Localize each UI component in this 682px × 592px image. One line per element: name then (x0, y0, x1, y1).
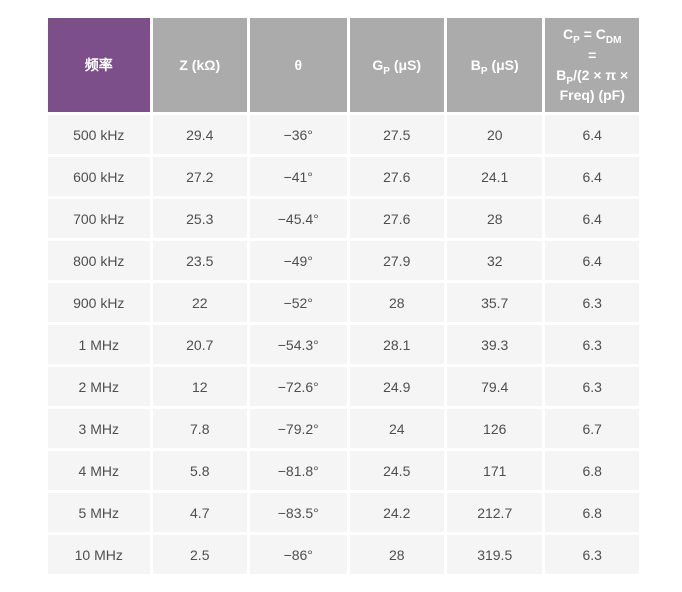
value-cell: 28 (446, 199, 543, 238)
frequency-cell: 3 MHz (48, 409, 150, 448)
header-bp-unit: (μS) (487, 56, 519, 73)
header-bp-subscript: P (480, 65, 488, 77)
value-cell: 126 (446, 409, 543, 448)
value-cell: −36° (250, 115, 347, 154)
value-cell: 5.8 (152, 451, 247, 490)
value-cell: 29.4 (152, 115, 247, 154)
value-cell: 7.8 (152, 409, 247, 448)
value-cell: 22 (152, 283, 247, 322)
frequency-cell: 800 kHz (48, 241, 150, 280)
header-gp: GP (μS) (349, 18, 444, 112)
value-cell: −81.8° (250, 451, 347, 490)
value-cell: −83.5° (250, 493, 347, 532)
header-frequency: 频率 (48, 18, 150, 112)
table-row: 1 MHz 20.7 −54.3° 28.1 39.3 6.3 (48, 325, 639, 364)
table-row: 900 kHz 22 −52° 28 35.7 6.3 (48, 283, 639, 322)
value-cell: −79.2° (250, 409, 347, 448)
header-bp-base: B (470, 56, 481, 73)
header-cp-line1: CP = CDM (563, 26, 622, 47)
table-row: 700 kHz 25.3 −45.4° 27.6 28 6.4 (48, 199, 639, 238)
value-cell: −45.4° (250, 199, 347, 238)
value-cell: 35.7 (446, 283, 543, 322)
header-bp: BP (μS) (446, 18, 543, 112)
value-cell: 79.4 (446, 367, 543, 406)
frequency-cell: 4 MHz (48, 451, 150, 490)
table-row: 3 MHz 7.8 −79.2° 24 126 6.7 (48, 409, 639, 448)
table-row: 2 MHz 12 −72.6° 24.9 79.4 6.3 (48, 367, 639, 406)
value-cell: 27.2 (152, 157, 247, 196)
value-cell: 6.4 (545, 199, 639, 238)
value-cell: 24.1 (446, 157, 543, 196)
impedance-measurement-table: 频率 Z (kΩ) θ GP (μS) BP (μS) CP = CDM = B… (45, 15, 642, 577)
value-cell: 20.7 (152, 325, 247, 364)
value-cell: 6.3 (545, 283, 639, 322)
value-cell: 28 (349, 535, 444, 574)
value-cell: 28 (349, 283, 444, 322)
value-cell: 27.6 (349, 199, 444, 238)
value-cell: 24.2 (349, 493, 444, 532)
value-cell: 25.3 (152, 199, 247, 238)
value-cell: 212.7 (446, 493, 543, 532)
table-row: 600 kHz 27.2 −41° 27.6 24.1 6.4 (48, 157, 639, 196)
value-cell: 27.9 (349, 241, 444, 280)
value-cell: 6.3 (545, 535, 639, 574)
value-cell: 6.4 (545, 157, 639, 196)
header-z: Z (kΩ) (152, 18, 247, 112)
value-cell: 24.5 (349, 451, 444, 490)
value-cell: −72.6° (250, 367, 347, 406)
value-cell: 20 (446, 115, 543, 154)
frequency-cell: 10 MHz (48, 535, 150, 574)
value-cell: 23.5 (152, 241, 247, 280)
value-cell: 6.4 (545, 115, 639, 154)
value-cell: −52° (250, 283, 347, 322)
value-cell: 6.8 (545, 493, 639, 532)
frequency-cell: 1 MHz (48, 325, 150, 364)
value-cell: −49° (250, 241, 347, 280)
table-body: 500 kHz 29.4 −36° 27.5 20 6.4 600 kHz 27.2 −41° 2… (48, 115, 639, 574)
frequency-cell: 700 kHz (48, 199, 150, 238)
value-cell: 2.5 (152, 535, 247, 574)
value-cell: 6.8 (545, 451, 639, 490)
value-cell: 6.3 (545, 325, 639, 364)
value-cell: 171 (446, 451, 543, 490)
value-cell: 27.6 (349, 157, 444, 196)
value-cell: 12 (152, 367, 247, 406)
frequency-cell: 2 MHz (48, 367, 150, 406)
value-cell: 319.5 (446, 535, 543, 574)
table-row: 10 MHz 2.5 −86° 28 319.5 6.3 (48, 535, 639, 574)
header-cp-line2: = (588, 46, 597, 63)
table-row: 4 MHz 5.8 −81.8° 24.5 171 6.8 (48, 451, 639, 490)
table-row: 500 kHz 29.4 −36° 27.5 20 6.4 (48, 115, 639, 154)
value-cell: 32 (446, 241, 543, 280)
header-gp-unit: (μS) (389, 56, 422, 73)
table-row: 800 kHz 23.5 −49° 27.9 32 6.4 (48, 241, 639, 280)
frequency-cell: 900 kHz (48, 283, 150, 322)
header-cp-line3: BP/(2 × π × (556, 67, 629, 87)
value-cell: 28.1 (349, 325, 444, 364)
value-cell: −41° (250, 157, 347, 196)
header-cp-line4: Freq) (pF) (559, 87, 625, 104)
value-cell: 24 (349, 409, 444, 448)
value-cell: −54.3° (250, 325, 347, 364)
value-cell: 39.3 (446, 325, 543, 364)
header-gp-base: G (372, 56, 384, 73)
value-cell: −86° (250, 535, 347, 574)
table-row: 5 MHz 4.7 −83.5° 24.2 212.7 6.8 (48, 493, 639, 532)
value-cell: 6.4 (545, 241, 639, 280)
value-cell: 6.3 (545, 367, 639, 406)
table-header: 频率 Z (kΩ) θ GP (μS) BP (μS) CP = CDM = B… (48, 18, 639, 112)
header-gp-subscript: P (383, 65, 390, 77)
header-theta: θ (250, 18, 347, 112)
header-row: 频率 Z (kΩ) θ GP (μS) BP (μS) CP = CDM = B… (48, 18, 639, 112)
frequency-cell: 500 kHz (48, 115, 150, 154)
header-cp-formula: CP = CDM = BP/(2 × π × Freq) (pF) (545, 18, 639, 112)
value-cell: 27.5 (349, 115, 444, 154)
frequency-cell: 5 MHz (48, 493, 150, 532)
value-cell: 24.9 (349, 367, 444, 406)
frequency-cell: 600 kHz (48, 157, 150, 196)
value-cell: 4.7 (152, 493, 247, 532)
value-cell: 6.7 (545, 409, 639, 448)
